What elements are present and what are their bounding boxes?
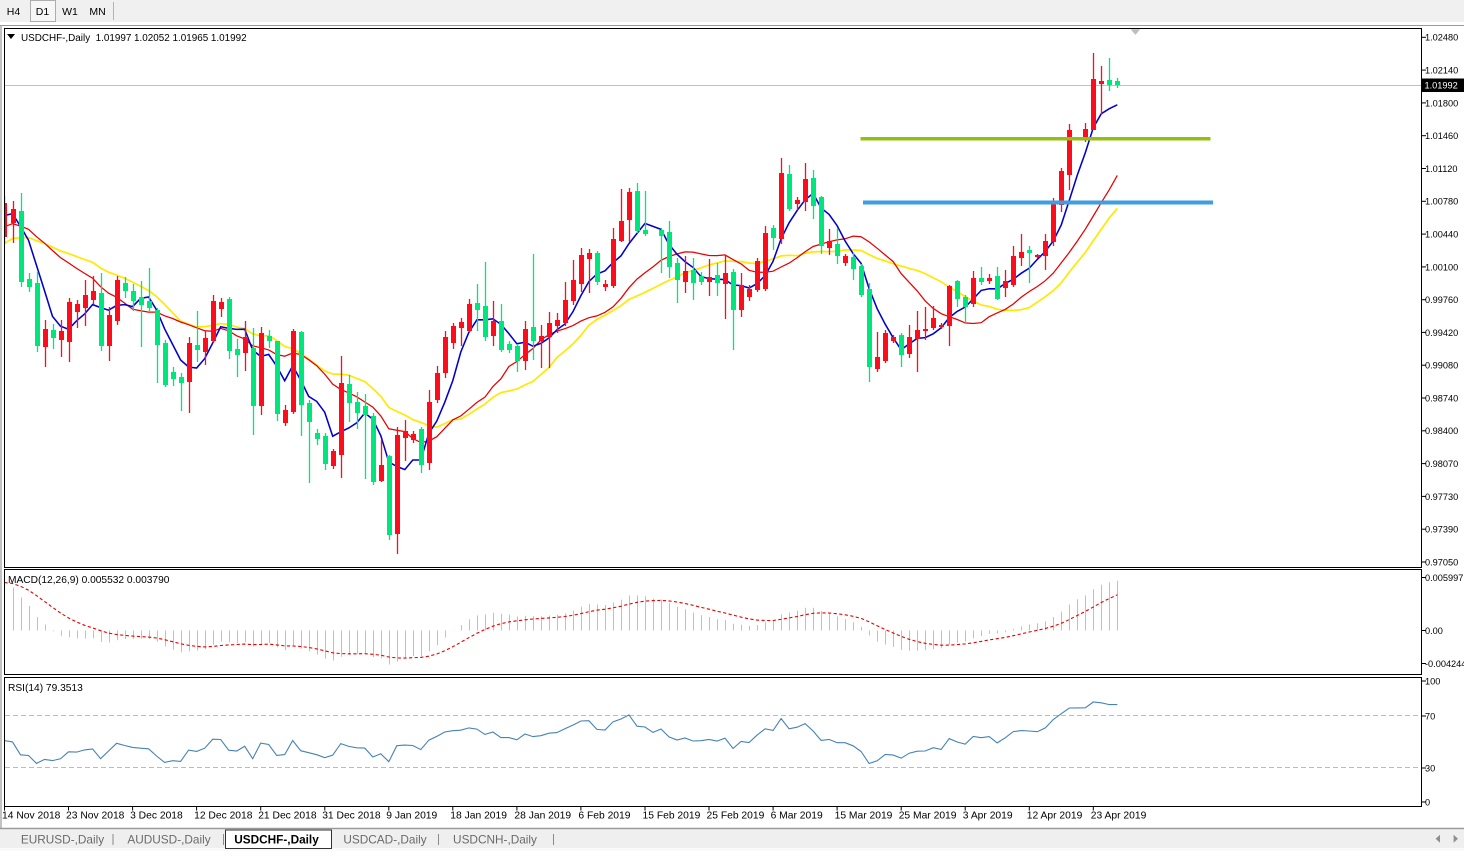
svg-text:100: 100 — [1425, 676, 1440, 686]
svg-text:15 Feb 2019: 15 Feb 2019 — [643, 811, 701, 822]
svg-text:EURUSD-,Daily: EURUSD-,Daily — [21, 833, 104, 847]
svg-text:-0.004244: -0.004244 — [1425, 659, 1464, 669]
svg-text:0.98400: 0.98400 — [1425, 426, 1458, 436]
svg-text:0.98070: 0.98070 — [1425, 459, 1458, 469]
svg-text:12 Dec 2018: 12 Dec 2018 — [194, 811, 253, 822]
svg-text:12 Apr 2019: 12 Apr 2019 — [1027, 811, 1083, 822]
svg-text:18 Jan 2019: 18 Jan 2019 — [450, 811, 507, 822]
svg-text:14 Nov 2018: 14 Nov 2018 — [2, 811, 61, 822]
svg-text:0.99420: 0.99420 — [1425, 328, 1458, 338]
svg-text:AUDUSD-,Daily: AUDUSD-,Daily — [127, 833, 210, 847]
svg-text:USDCHF-,Daily 1.01997 1.02052: USDCHF-,Daily 1.01997 1.02052 1.01965 1.… — [21, 33, 247, 44]
svg-text:9 Jan 2019: 9 Jan 2019 — [386, 811, 437, 822]
svg-text:0.97050: 0.97050 — [1425, 557, 1458, 567]
svg-text:6 Mar 2019: 6 Mar 2019 — [771, 811, 823, 822]
svg-text:70: 70 — [1425, 711, 1435, 721]
svg-text:23 Apr 2019: 23 Apr 2019 — [1091, 811, 1147, 822]
svg-text:1.01800: 1.01800 — [1425, 98, 1458, 108]
svg-text:15 Mar 2019: 15 Mar 2019 — [835, 811, 893, 822]
svg-text:0.97390: 0.97390 — [1425, 525, 1458, 535]
svg-text:28 Jan 2019: 28 Jan 2019 — [514, 811, 571, 822]
svg-text:RSI(14) 79.3513: RSI(14) 79.3513 — [8, 683, 83, 694]
svg-text:30: 30 — [1425, 763, 1435, 773]
svg-text:21 Dec 2018: 21 Dec 2018 — [258, 811, 317, 822]
svg-text:MACD(12,26,9) 0.005532 0.00379: MACD(12,26,9) 0.005532 0.003790 — [8, 575, 170, 586]
svg-text:0.00: 0.00 — [1425, 626, 1443, 636]
svg-text:1.00780: 1.00780 — [1425, 197, 1458, 207]
svg-text:23 Nov 2018: 23 Nov 2018 — [66, 811, 125, 822]
svg-text:1.00100: 1.00100 — [1425, 262, 1458, 272]
svg-text:0.005997: 0.005997 — [1425, 573, 1463, 583]
svg-text:W1: W1 — [62, 6, 78, 18]
svg-text:0.97730: 0.97730 — [1425, 492, 1458, 502]
svg-text:25 Mar 2019: 25 Mar 2019 — [899, 811, 957, 822]
svg-text:1.01992: 1.01992 — [1425, 81, 1458, 91]
svg-text:USDCNH-,Daily: USDCNH-,Daily — [453, 833, 537, 847]
svg-text:1.02480: 1.02480 — [1425, 33, 1458, 43]
svg-text:USDCHF-,Daily: USDCHF-,Daily — [234, 833, 319, 847]
svg-text:0.98740: 0.98740 — [1425, 393, 1458, 403]
svg-text:6 Feb 2019: 6 Feb 2019 — [578, 811, 630, 822]
svg-text:25 Feb 2019: 25 Feb 2019 — [707, 811, 765, 822]
svg-text:1.01120: 1.01120 — [1425, 164, 1458, 174]
svg-text:0.99760: 0.99760 — [1425, 295, 1458, 305]
svg-text:31 Dec 2018: 31 Dec 2018 — [322, 811, 381, 822]
svg-text:1.01460: 1.01460 — [1425, 131, 1458, 141]
svg-text:H4: H4 — [7, 6, 21, 18]
svg-text:0: 0 — [1425, 797, 1430, 807]
svg-text:3 Dec 2018: 3 Dec 2018 — [130, 811, 183, 822]
svg-text:1.00440: 1.00440 — [1425, 230, 1458, 240]
svg-text:1.02140: 1.02140 — [1425, 66, 1458, 76]
svg-text:0.99080: 0.99080 — [1425, 361, 1458, 371]
svg-text:D1: D1 — [36, 6, 50, 18]
svg-text:USDCAD-,Daily: USDCAD-,Daily — [343, 833, 426, 847]
svg-text:MN: MN — [89, 6, 105, 18]
svg-text:3 Apr 2019: 3 Apr 2019 — [963, 811, 1013, 822]
